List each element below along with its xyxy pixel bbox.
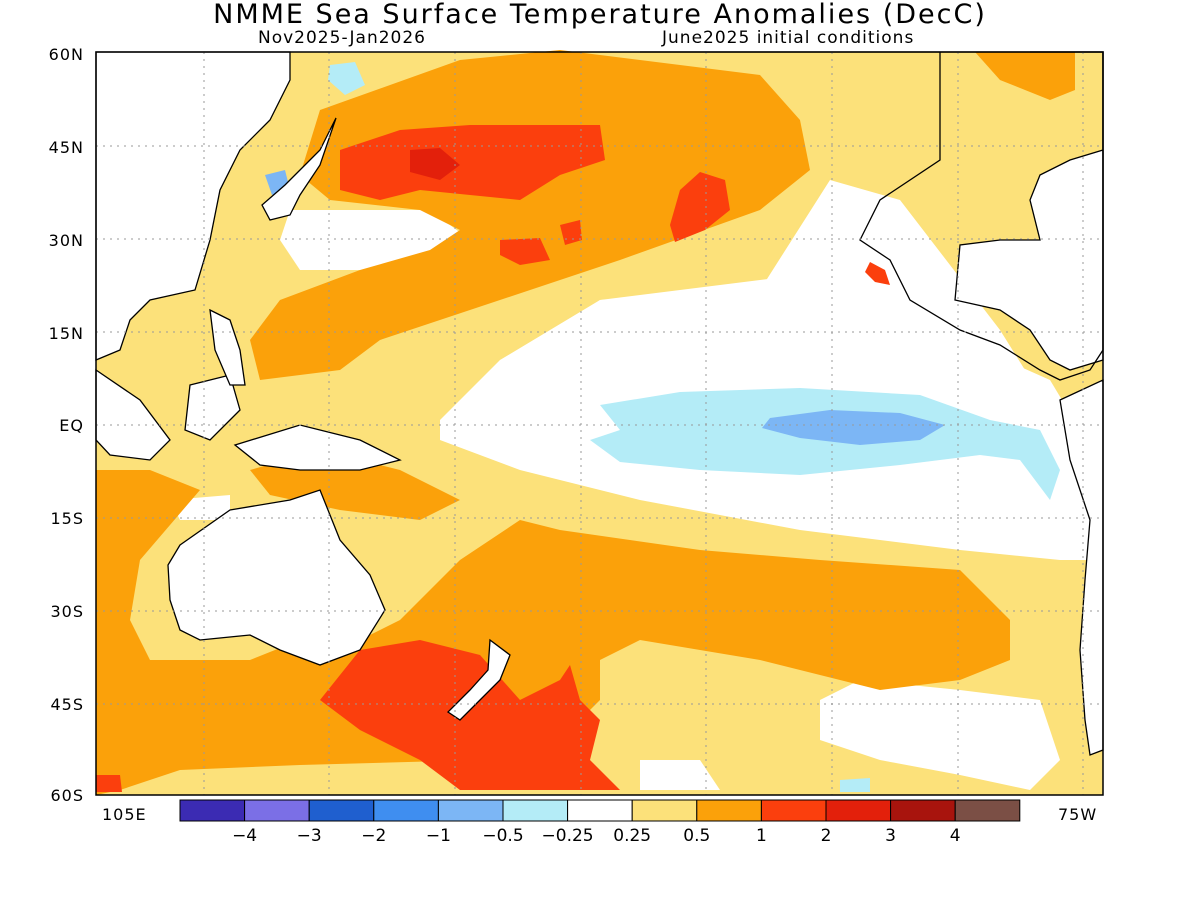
colorbar-swatch [373,799,439,822]
lon-label-right: 75W [1058,805,1098,824]
lat-label-15s: 15S [50,509,84,528]
lat-label-45n: 45N [48,138,84,157]
colorbar-tick-label: −0.5 [482,826,524,846]
colorbar-tick-label: 1 [755,826,767,846]
strong-warm-regions [96,125,890,792]
colorbar-tick-label: −0.25 [541,826,594,846]
lat-label-60s: 60S [50,786,84,805]
colorbar-tick-label: −2 [361,826,387,846]
colorbar-swatch [696,799,762,822]
lat-label-45s: 45S [50,695,84,714]
map-title: NMME Sea Surface Temperature Anomalies (… [213,0,987,30]
map-frame [95,51,1104,796]
colorbar-swatch [890,799,956,822]
colorbar-swatch [244,799,310,822]
colorbar-tick-label: 0.5 [683,826,711,846]
colorbar-swatch [179,799,246,822]
graticule [96,52,1103,795]
lat-label-eq: EQ [59,416,84,435]
colorbar-tick-label: −4 [232,826,258,846]
land-masses [95,51,1104,756]
colorbar-tick-label: 2 [820,826,832,846]
colorbar [179,799,1021,822]
colorbar-tick-label: 0.25 [613,826,652,846]
colorbar-tick-label: −3 [296,826,322,846]
colorbar-tick-label: 4 [949,826,961,846]
colorbar-swatch [760,799,827,822]
colorbar-tick-label: −1 [425,826,451,846]
initial-conditions-label: June2025 initial conditions [662,28,915,48]
colorbar-swatch [437,799,504,822]
forecast-period-label: Nov2025-Jan2026 [258,28,426,48]
colorbar-swatch [631,799,698,822]
colorbar-swatch [567,799,633,822]
lat-label-60n: 60N [48,45,84,64]
colorbar-swatch [954,799,1021,822]
lat-label-30s: 30S [50,602,84,621]
very-strong-warm-regions [410,148,460,180]
colorbar-swatch [308,799,375,822]
lat-label-30n: 30N [48,231,84,250]
lat-label-15n: 15N [48,324,84,343]
lon-label-left: 105E [102,805,147,824]
colorbar-tick-label: 3 [885,826,896,846]
colorbar-swatch [502,799,569,822]
colorbar-swatch [825,799,892,822]
